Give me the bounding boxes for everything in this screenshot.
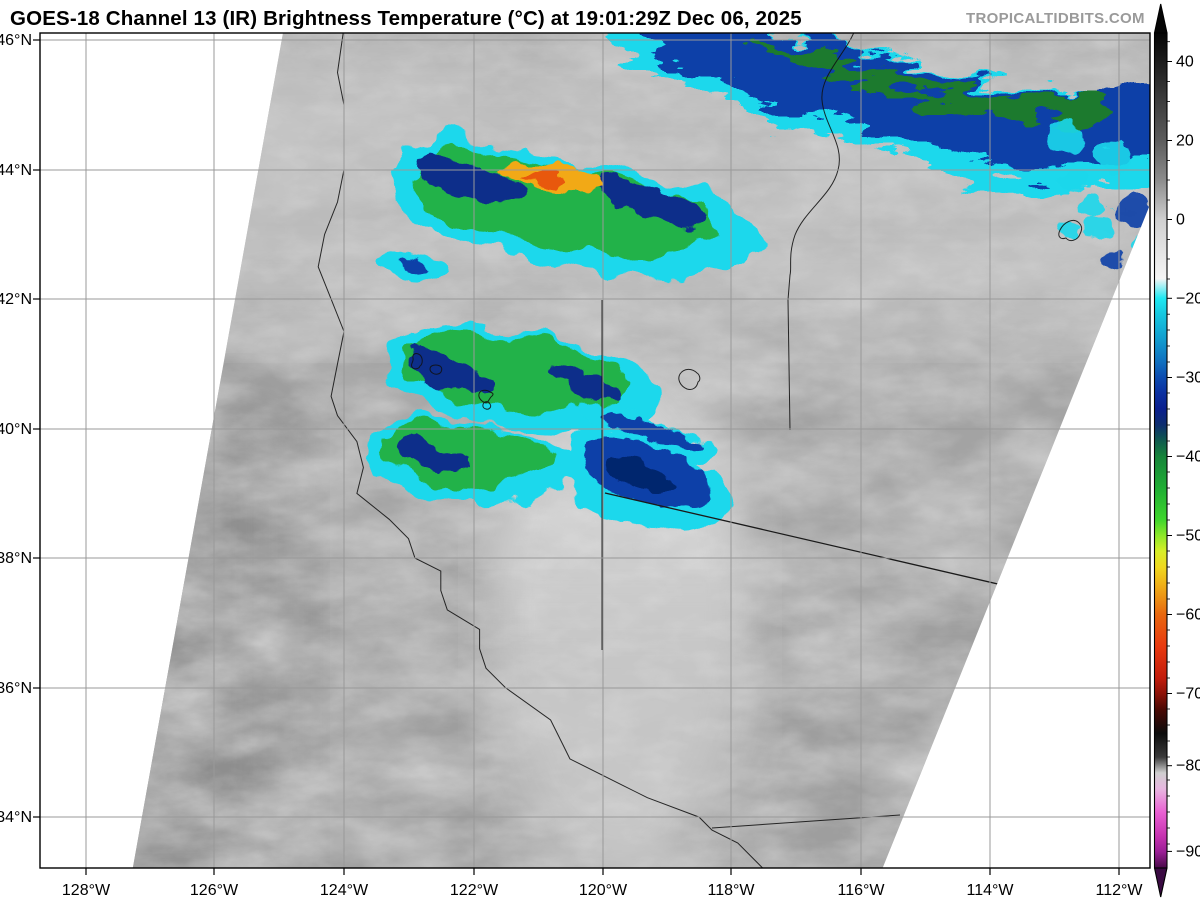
svg-text:116°W: 116°W	[837, 882, 885, 899]
svg-text:−50: −50	[1176, 528, 1200, 545]
svg-text:42°N: 42°N	[0, 291, 32, 308]
svg-text:112°W: 112°W	[1095, 882, 1143, 899]
svg-text:38°N: 38°N	[0, 550, 32, 567]
svg-text:124°W: 124°W	[320, 882, 369, 899]
svg-text:36°N: 36°N	[0, 680, 32, 697]
svg-text:122°W: 122°W	[450, 882, 499, 899]
svg-text:46°N: 46°N	[0, 32, 32, 49]
svg-text:118°W: 118°W	[707, 882, 755, 899]
svg-text:126°W: 126°W	[190, 882, 239, 899]
svg-text:−90: −90	[1176, 843, 1200, 860]
svg-text:40: 40	[1176, 54, 1194, 71]
svg-text:−60: −60	[1176, 607, 1200, 624]
svg-text:0: 0	[1176, 212, 1185, 229]
svg-text:114°W: 114°W	[966, 882, 1014, 899]
svg-text:120°W: 120°W	[579, 882, 628, 899]
svg-text:−70: −70	[1176, 686, 1200, 703]
svg-text:−40: −40	[1176, 449, 1200, 466]
svg-text:20: 20	[1176, 133, 1194, 150]
svg-text:128°W: 128°W	[62, 882, 111, 899]
svg-text:40°N: 40°N	[0, 421, 32, 438]
svg-text:−20: −20	[1176, 290, 1200, 307]
svg-text:44°N: 44°N	[0, 162, 32, 179]
svg-text:−80: −80	[1176, 758, 1200, 775]
svg-text:−30: −30	[1176, 370, 1200, 387]
svg-text:34°N: 34°N	[0, 809, 32, 826]
